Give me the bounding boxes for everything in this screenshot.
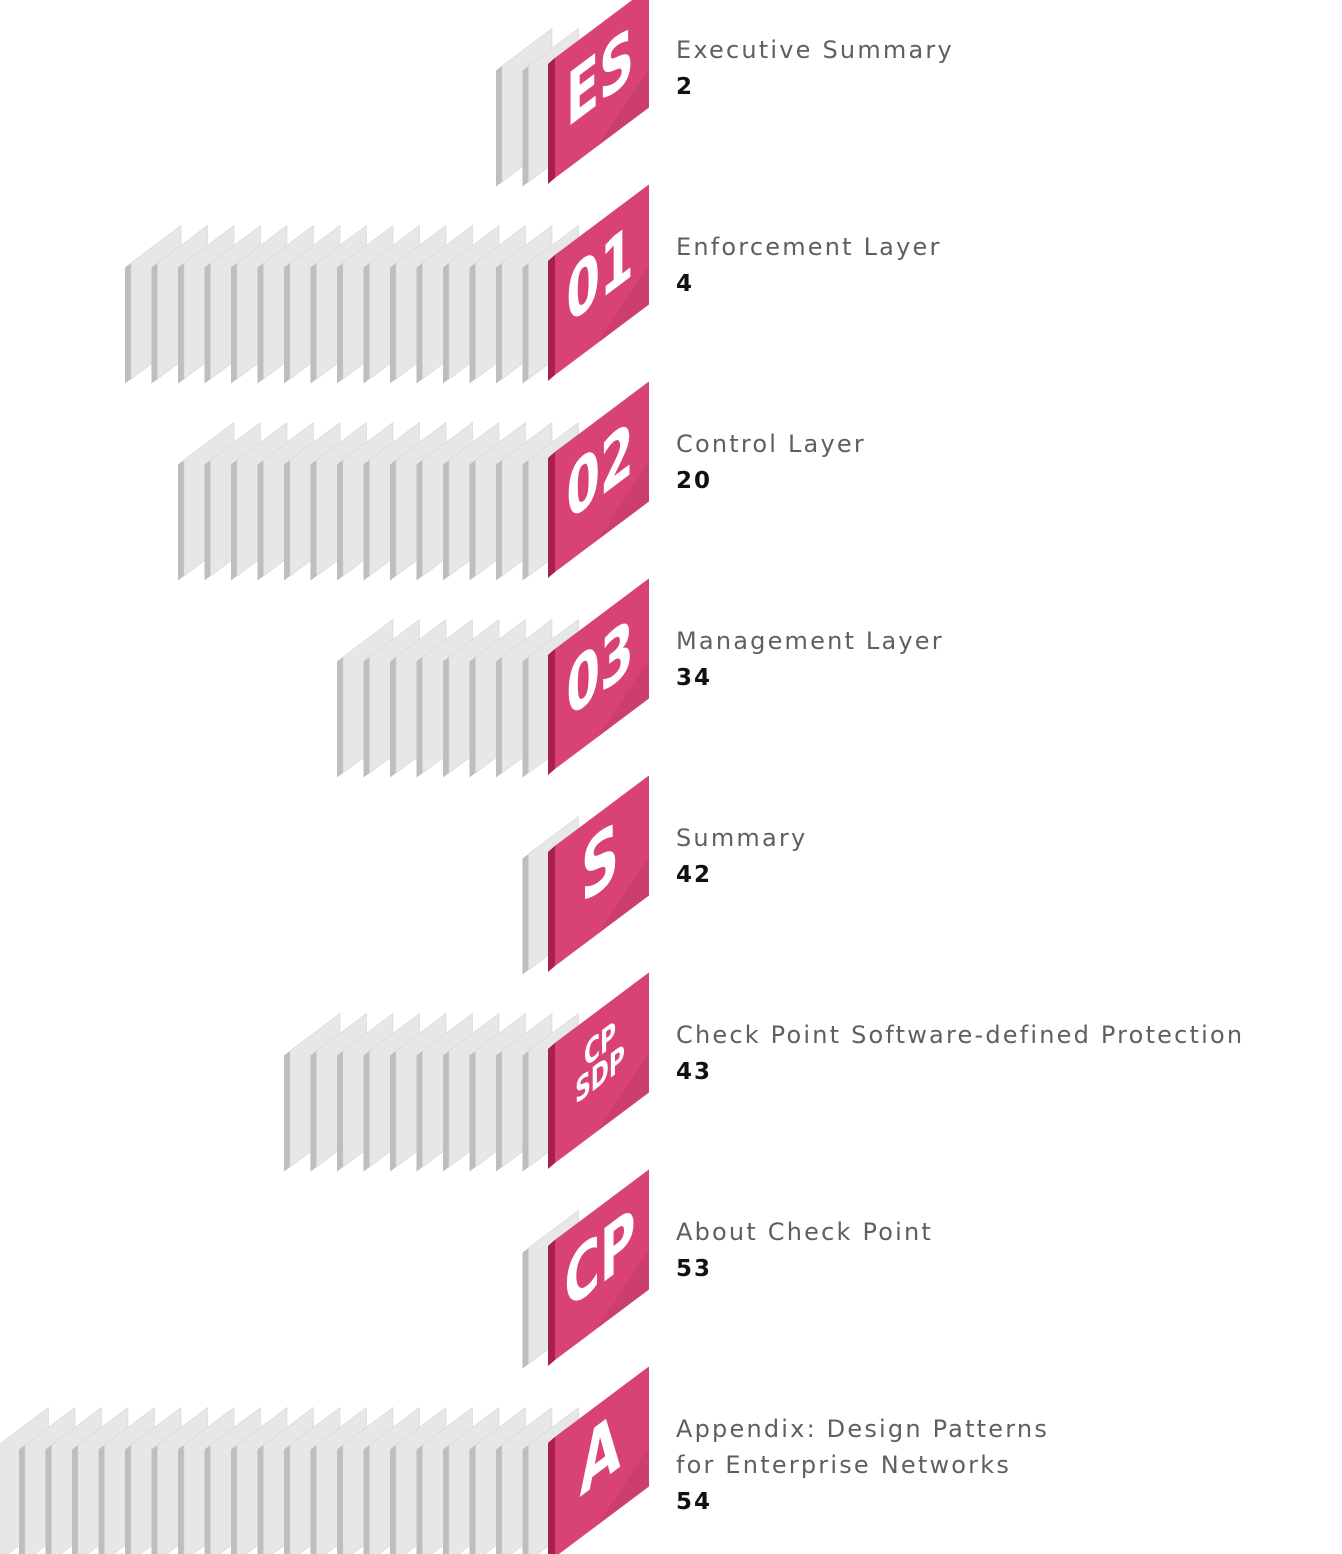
toc-entry-page-number: 20 — [676, 468, 713, 494]
toc-entry-page-number: 53 — [676, 1256, 713, 1282]
toc-entry-page-number: 2 — [676, 74, 695, 100]
toc-entry[interactable]: Check Point Software-defined Protection 4… — [676, 1017, 1244, 1087]
toc-entry-title: Control Layer — [676, 430, 866, 458]
toc-entry-page-number: 4 — [676, 271, 695, 297]
toc-entry-title: Management Layer — [676, 627, 944, 655]
toc-row-graphic: S — [522, 775, 649, 975]
toc-entry-title: Executive Summary — [676, 36, 954, 64]
toc-entry[interactable]: Enforcement Layer 4 — [676, 229, 942, 299]
section-badge: ES — [548, 0, 649, 184]
toc-entry[interactable]: About Check Point 53 — [676, 1214, 933, 1284]
toc-row-graphic: CP — [522, 1169, 649, 1369]
toc-entry-page-number: 42 — [676, 862, 713, 888]
section-badge: A — [548, 1366, 649, 1554]
toc-entry-page-number: 34 — [676, 665, 713, 691]
toc-row-graphic: 01 — [125, 184, 649, 384]
toc-row-graphic: A — [0, 1366, 649, 1554]
toc-entry[interactable]: Appendix: Design Patterns for Enterprise… — [676, 1411, 1049, 1517]
toc-row-graphic: 02 — [178, 381, 649, 581]
toc-entry[interactable]: Management Layer 34 — [676, 623, 944, 693]
toc-entry-page-number: 43 — [676, 1059, 713, 1085]
section-badge: CP — [548, 1169, 649, 1366]
toc-row-graphic: 03 — [337, 578, 649, 778]
toc-entry[interactable]: Control Layer 20 — [676, 426, 866, 496]
section-badge: 01 — [548, 184, 649, 381]
toc-entry[interactable]: Summary 42 — [676, 820, 807, 890]
toc-row-graphic: ES — [496, 0, 649, 187]
section-badge: S — [548, 775, 649, 972]
toc-entry-title: Check Point Software-defined Protection — [676, 1021, 1245, 1049]
toc-entry-title: Appendix: Design Patterns for Enterprise… — [676, 1415, 1050, 1479]
toc-entry-title: About Check Point — [676, 1218, 934, 1246]
toc-entry-title: Summary — [676, 824, 808, 852]
toc-entry-title: Enforcement Layer — [676, 233, 942, 261]
section-badge: 02 — [548, 381, 649, 578]
toc-entry[interactable]: Executive Summary 2 — [676, 32, 954, 102]
toc-entry-page-number: 54 — [676, 1489, 713, 1515]
section-badge: 03 — [548, 578, 649, 775]
